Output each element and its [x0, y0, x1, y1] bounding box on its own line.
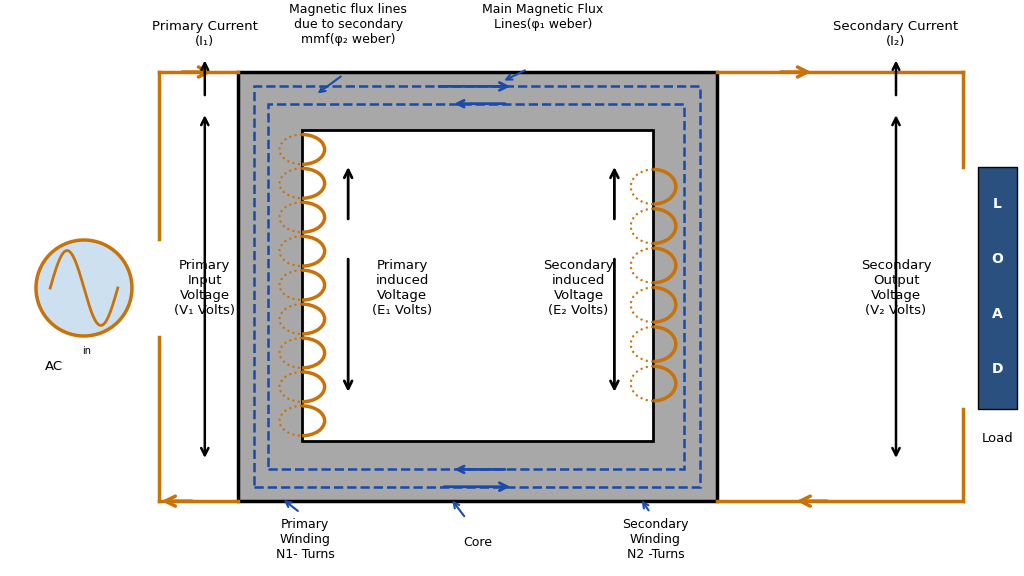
Bar — [254, 86, 700, 487]
Circle shape — [36, 240, 132, 336]
Text: Secondary
Output
Voltage
(V₂ Volts): Secondary Output Voltage (V₂ Volts) — [861, 259, 931, 317]
Bar — [302, 130, 653, 441]
Text: Primary
Input
Voltage
(V₁ Volts): Primary Input Voltage (V₁ Volts) — [174, 259, 236, 317]
Text: Secondary Current
(I₂): Secondary Current (I₂) — [834, 20, 958, 48]
Text: Main Magnetic Flux
Lines(φ₁ weber): Main Magnetic Flux Lines(φ₁ weber) — [482, 3, 603, 31]
Text: Primary
Winding
N1- Turns: Primary Winding N1- Turns — [275, 518, 335, 562]
Bar — [238, 72, 717, 501]
Text: Secondary
Winding
N2 -Turns: Secondary Winding N2 -Turns — [623, 518, 688, 562]
Text: O: O — [991, 252, 1004, 266]
Text: Secondary
induced
Voltage
(E₂ Volts): Secondary induced Voltage (E₂ Volts) — [544, 259, 613, 317]
Text: Primary
induced
Voltage
(E₁ Volts): Primary induced Voltage (E₁ Volts) — [373, 259, 432, 317]
Text: Primary Current
(I₁): Primary Current (I₁) — [152, 20, 258, 48]
Text: A: A — [992, 307, 1002, 321]
Bar — [978, 167, 1017, 409]
Bar — [268, 104, 684, 469]
Text: D: D — [991, 362, 1004, 376]
Text: Core: Core — [464, 536, 493, 549]
Text: Load: Load — [981, 432, 1014, 445]
Text: AC: AC — [45, 360, 63, 373]
Text: L: L — [993, 198, 1001, 211]
Text: Magnetic flux lines
due to secondary
mmf(φ₂ weber): Magnetic flux lines due to secondary mmf… — [289, 3, 408, 46]
Text: in: in — [82, 346, 91, 355]
